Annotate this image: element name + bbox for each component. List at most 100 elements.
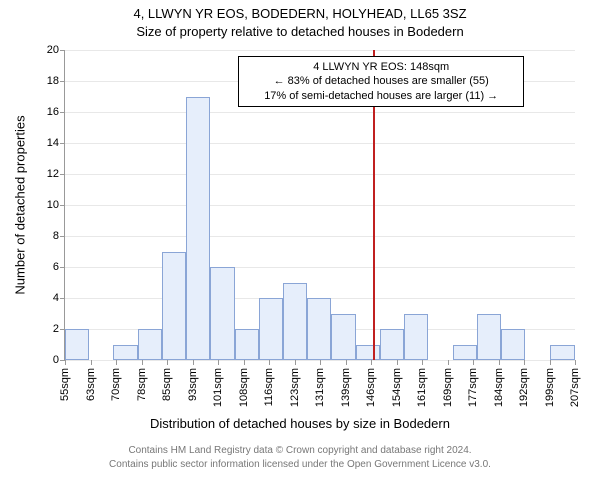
y-tick-mark [60, 81, 65, 82]
y-tick-mark [60, 267, 65, 268]
x-tick-label: 108sqm [238, 368, 250, 407]
chart-title-line1: 4, LLWYN YR EOS, BODEDERN, HOLYHEAD, LL6… [0, 6, 600, 21]
x-tick-mark [193, 360, 194, 365]
grid-line [65, 267, 575, 268]
x-tick-mark [371, 360, 372, 365]
histogram-bar [283, 283, 307, 361]
y-tick-label: 12 [47, 168, 59, 180]
y-tick-label: 16 [47, 106, 59, 118]
annotation-line: 4 LLWYN YR EOS: 148sqm [245, 60, 517, 74]
x-tick-mark [448, 360, 449, 365]
y-tick-label: 10 [47, 199, 59, 211]
y-tick-mark [60, 50, 65, 51]
grid-line [65, 50, 575, 51]
x-tick-label: 184sqm [493, 368, 505, 407]
grid-line [65, 143, 575, 144]
y-tick-mark [60, 143, 65, 144]
x-tick-mark [346, 360, 347, 365]
footer-attribution: Contains HM Land Registry data © Crown c… [0, 444, 600, 471]
histogram-bar [210, 267, 234, 360]
y-tick-mark [60, 112, 65, 113]
footer-line2: Contains public sector information licen… [0, 458, 600, 472]
y-tick-label: 18 [47, 75, 59, 87]
y-tick-label: 8 [53, 230, 59, 242]
x-tick-mark [524, 360, 525, 365]
x-tick-mark [550, 360, 551, 365]
x-tick-label: 146sqm [365, 368, 377, 407]
x-tick-label: 70sqm [110, 368, 122, 401]
grid-line [65, 236, 575, 237]
x-tick-mark [575, 360, 576, 365]
x-axis-label: Distribution of detached houses by size … [0, 416, 600, 431]
footer-line1: Contains HM Land Registry data © Crown c… [0, 444, 600, 458]
x-tick-label: 192sqm [518, 368, 530, 407]
x-tick-mark [422, 360, 423, 365]
x-tick-mark [65, 360, 66, 365]
x-tick-label: 207sqm [569, 368, 581, 407]
y-tick-label: 14 [47, 137, 59, 149]
y-tick-mark [60, 205, 65, 206]
x-tick-mark [269, 360, 270, 365]
y-tick-mark [60, 298, 65, 299]
x-tick-mark [473, 360, 474, 365]
x-tick-label: 55sqm [59, 368, 71, 401]
x-tick-label: 131sqm [314, 368, 326, 407]
x-tick-mark [167, 360, 168, 365]
y-tick-mark [60, 236, 65, 237]
y-tick-label: 20 [47, 44, 59, 56]
plot-area: 0246810121416182055sqm63sqm70sqm78sqm85s… [64, 50, 575, 361]
x-tick-label: 177sqm [467, 368, 479, 407]
y-tick-label: 0 [53, 354, 59, 366]
annotation-line: ← 83% of detached houses are smaller (55… [245, 74, 517, 88]
x-tick-label: 85sqm [161, 368, 173, 401]
annotation-line: 17% of semi-detached houses are larger (… [245, 89, 517, 103]
y-tick-label: 6 [53, 261, 59, 273]
x-tick-label: 78sqm [136, 368, 148, 401]
histogram-bar [331, 314, 355, 361]
x-tick-label: 154sqm [391, 368, 403, 407]
x-tick-label: 139sqm [340, 368, 352, 407]
histogram-bar [235, 329, 259, 360]
x-tick-mark [320, 360, 321, 365]
x-tick-mark [218, 360, 219, 365]
histogram-bar [162, 252, 186, 361]
histogram-bar [404, 314, 428, 361]
histogram-bar [550, 345, 576, 361]
histogram-bar [501, 329, 525, 360]
y-tick-label: 2 [53, 323, 59, 335]
histogram-bar [259, 298, 283, 360]
grid-line [65, 174, 575, 175]
histogram-bar [186, 97, 210, 361]
y-tick-mark [60, 174, 65, 175]
x-tick-label: 161sqm [416, 368, 428, 407]
grid-line [65, 205, 575, 206]
grid-line [65, 112, 575, 113]
histogram-bar [356, 345, 380, 361]
x-tick-mark [295, 360, 296, 365]
histogram-bar [113, 345, 137, 361]
x-tick-label: 116sqm [263, 368, 275, 406]
x-tick-mark [244, 360, 245, 365]
histogram-bar [65, 329, 89, 360]
histogram-bar [138, 329, 162, 360]
histogram-bar [453, 345, 477, 361]
histogram-bar [380, 329, 404, 360]
x-tick-label: 63sqm [85, 368, 97, 401]
x-tick-label: 199sqm [544, 368, 556, 407]
y-tick-label: 4 [53, 292, 59, 304]
x-tick-mark [116, 360, 117, 365]
x-tick-mark [397, 360, 398, 365]
annotation-box: 4 LLWYN YR EOS: 148sqm← 83% of detached … [238, 56, 524, 107]
x-tick-label: 93sqm [187, 368, 199, 401]
x-tick-label: 101sqm [212, 368, 224, 407]
x-tick-label: 169sqm [442, 368, 454, 407]
histogram-bar [477, 314, 501, 361]
x-tick-mark [499, 360, 500, 365]
y-axis-label: Number of detached properties [13, 115, 28, 294]
chart-title-line2: Size of property relative to detached ho… [0, 24, 600, 39]
x-tick-mark [142, 360, 143, 365]
x-tick-mark [91, 360, 92, 365]
chart-container: { "title_line1": "4, LLWYN YR EOS, BODED… [0, 0, 600, 500]
histogram-bar [307, 298, 331, 360]
x-tick-label: 123sqm [289, 368, 301, 407]
